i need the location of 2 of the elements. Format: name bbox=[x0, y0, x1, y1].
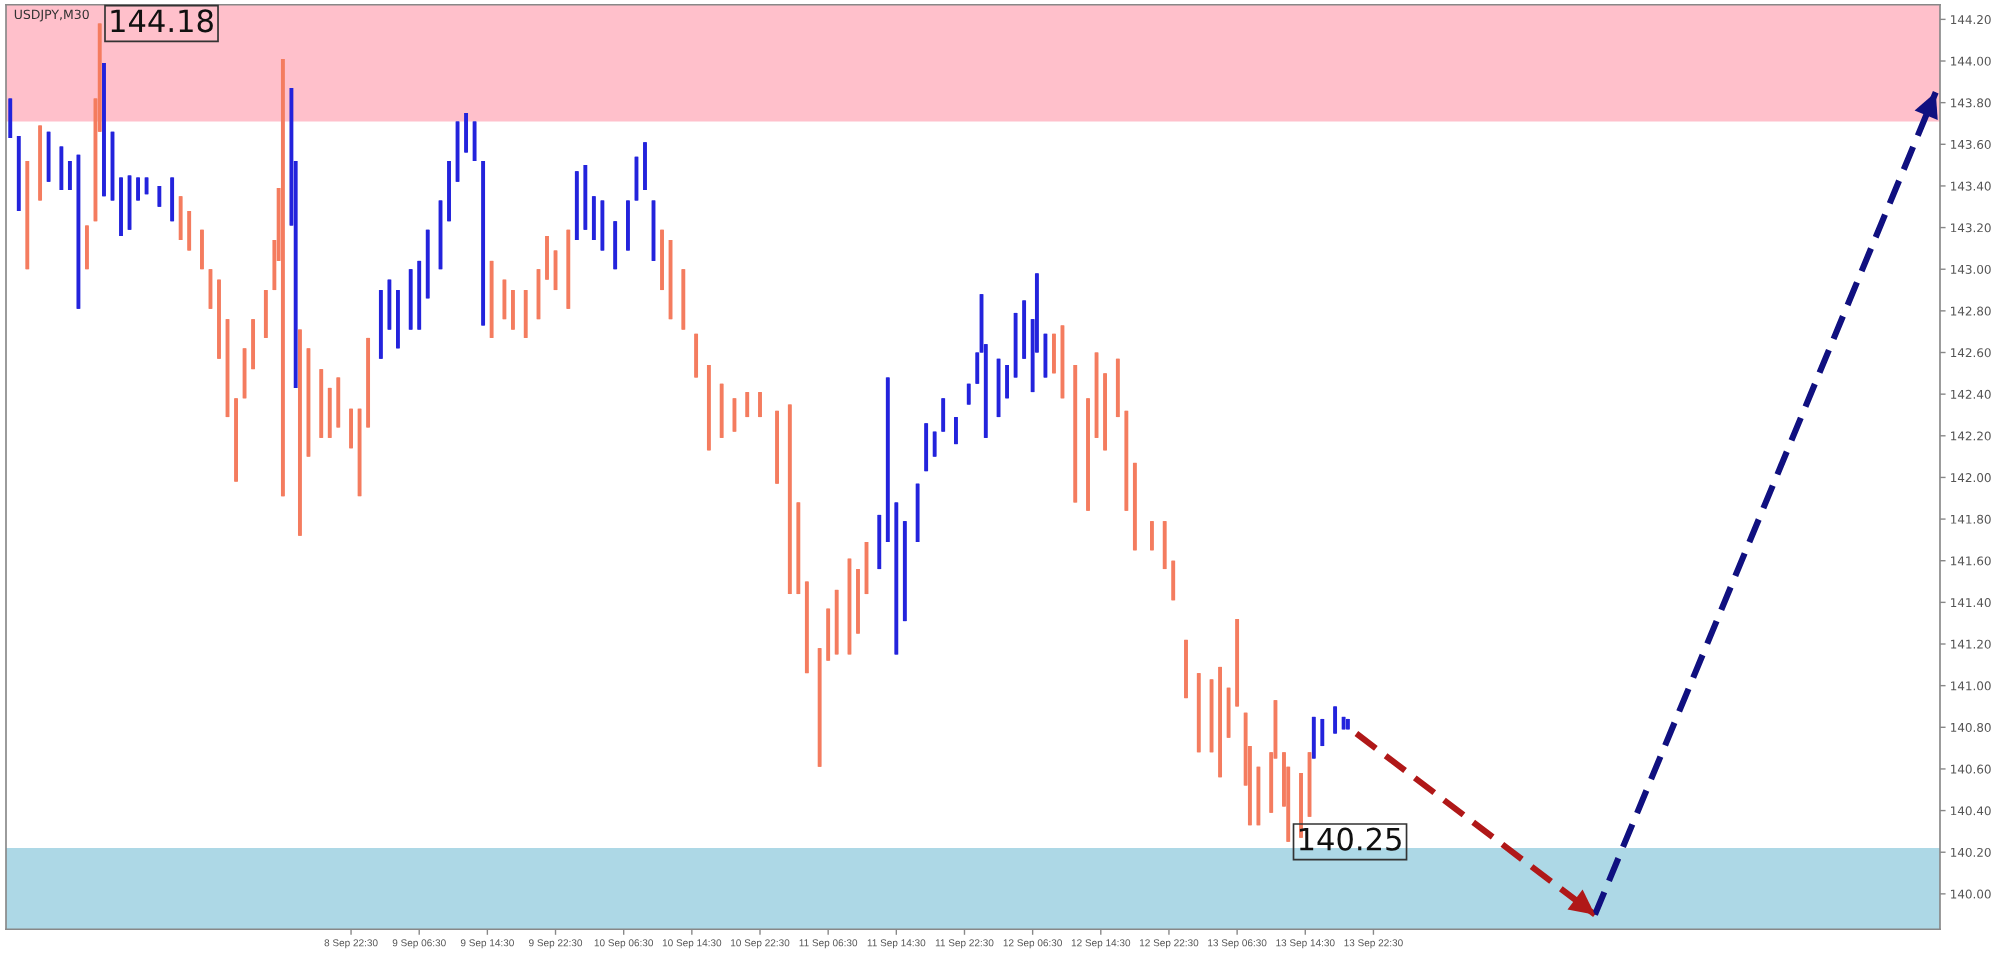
annotation: 144.18 bbox=[111, 9, 213, 33]
annotation: 140.25 bbox=[1299, 827, 1401, 851]
